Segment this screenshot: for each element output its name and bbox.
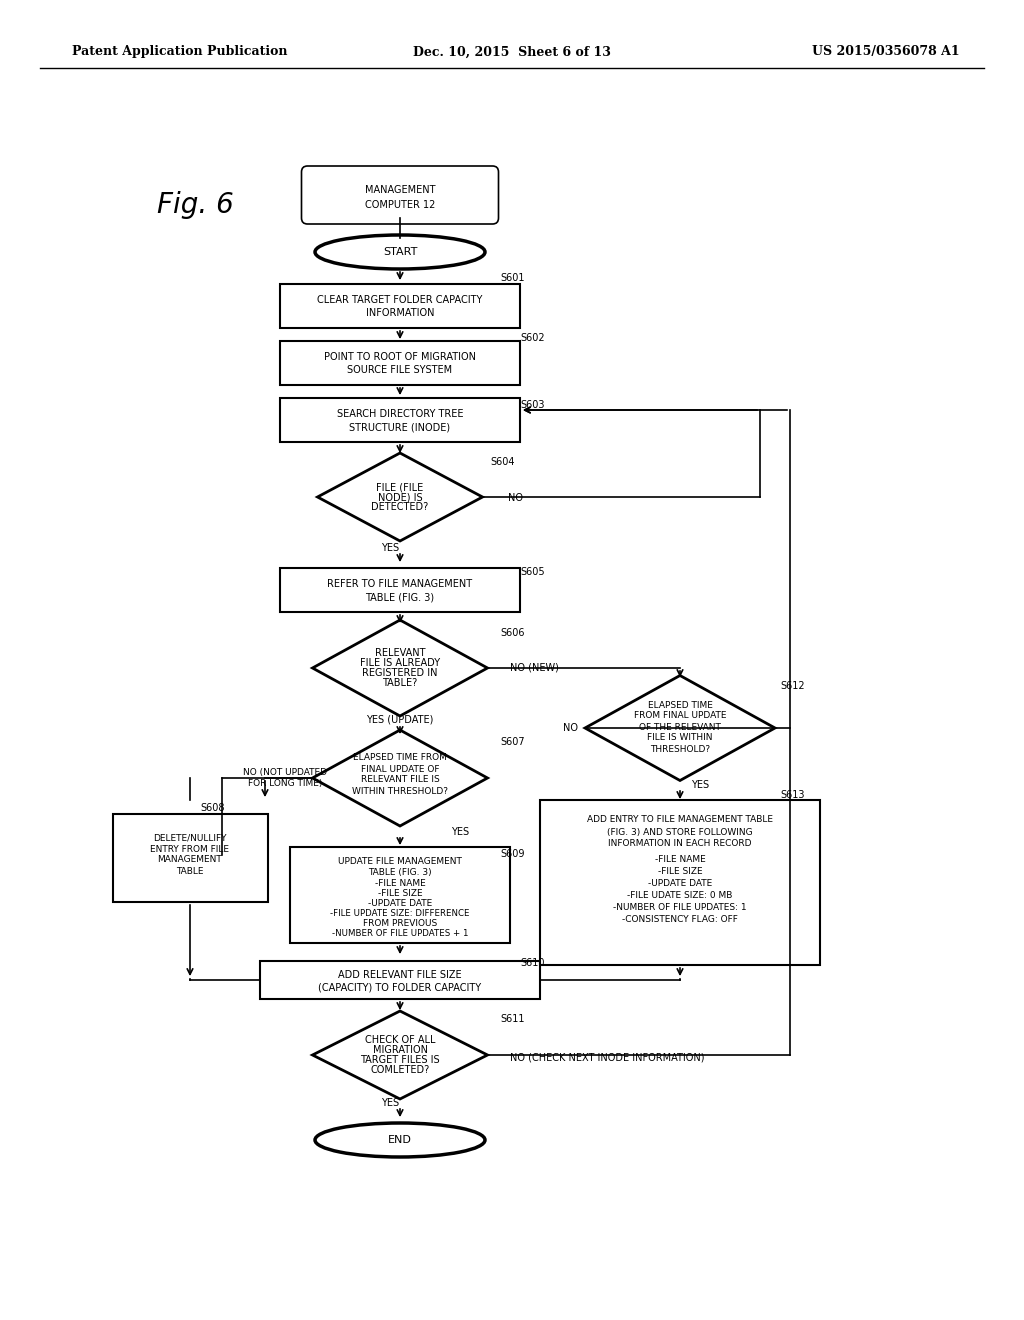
- Text: S608: S608: [200, 803, 224, 813]
- Text: (FIG. 3) AND STORE FOLLOWING: (FIG. 3) AND STORE FOLLOWING: [607, 828, 753, 837]
- FancyBboxPatch shape: [260, 961, 540, 999]
- Text: S613: S613: [780, 789, 805, 800]
- Text: TABLE (FIG. 3): TABLE (FIG. 3): [366, 591, 434, 602]
- Text: WITHIN THRESHOLD?: WITHIN THRESHOLD?: [352, 787, 449, 796]
- FancyBboxPatch shape: [540, 800, 820, 965]
- Text: COMLETED?: COMLETED?: [371, 1065, 430, 1074]
- Text: -FILE NAME: -FILE NAME: [375, 879, 425, 888]
- Text: S602: S602: [520, 333, 545, 343]
- Text: -FILE UDATE SIZE: 0 MB: -FILE UDATE SIZE: 0 MB: [628, 891, 733, 900]
- Text: FILE (FILE: FILE (FILE: [377, 482, 424, 492]
- Text: MIGRATION: MIGRATION: [373, 1045, 427, 1055]
- Text: DELETE/NULLIFY: DELETE/NULLIFY: [154, 833, 226, 842]
- Text: THRESHOLD?: THRESHOLD?: [650, 744, 710, 754]
- Text: -UPDATE DATE: -UPDATE DATE: [368, 899, 432, 908]
- Text: NO: NO: [508, 492, 523, 503]
- Text: POINT TO ROOT OF MIGRATION: POINT TO ROOT OF MIGRATION: [324, 352, 476, 362]
- Text: FINAL UPDATE OF: FINAL UPDATE OF: [360, 764, 439, 774]
- Text: S603: S603: [520, 400, 545, 411]
- Text: TABLE: TABLE: [176, 866, 204, 875]
- Text: S610: S610: [520, 958, 545, 968]
- Text: TARGET FILES IS: TARGET FILES IS: [360, 1055, 440, 1065]
- Text: ELAPSED TIME: ELAPSED TIME: [647, 701, 713, 710]
- Text: YES: YES: [381, 1098, 399, 1107]
- Text: INFORMATION IN EACH RECORD: INFORMATION IN EACH RECORD: [608, 840, 752, 849]
- Text: TABLE?: TABLE?: [382, 678, 418, 688]
- Text: START: START: [383, 247, 417, 257]
- Text: S607: S607: [500, 737, 524, 747]
- Text: MANAGEMENT: MANAGEMENT: [365, 185, 435, 195]
- Text: REGISTERED IN: REGISTERED IN: [362, 668, 437, 678]
- Text: -CONSISTENCY FLAG: OFF: -CONSISTENCY FLAG: OFF: [622, 916, 738, 924]
- Text: S605: S605: [520, 568, 545, 577]
- Text: NODE) IS: NODE) IS: [378, 492, 422, 502]
- Text: SOURCE FILE SYSTEM: SOURCE FILE SYSTEM: [347, 366, 453, 375]
- Text: FROM PREVIOUS: FROM PREVIOUS: [362, 920, 437, 928]
- Text: ENTRY FROM FILE: ENTRY FROM FILE: [151, 845, 229, 854]
- Text: YES: YES: [691, 780, 709, 789]
- FancyBboxPatch shape: [113, 814, 267, 902]
- Text: Fig. 6: Fig. 6: [157, 191, 233, 219]
- Text: FROM FINAL UPDATE: FROM FINAL UPDATE: [634, 711, 726, 721]
- Text: -FILE NAME: -FILE NAME: [654, 855, 706, 865]
- FancyBboxPatch shape: [290, 847, 510, 942]
- Text: FILE IS ALREADY: FILE IS ALREADY: [360, 657, 440, 668]
- Text: CHECK OF ALL: CHECK OF ALL: [365, 1035, 435, 1045]
- Text: RELEVANT: RELEVANT: [375, 648, 425, 657]
- FancyBboxPatch shape: [280, 568, 520, 612]
- Text: ELAPSED TIME FROM: ELAPSED TIME FROM: [353, 754, 446, 763]
- Text: S612: S612: [780, 681, 805, 690]
- FancyBboxPatch shape: [280, 341, 520, 385]
- Text: NO (NEW): NO (NEW): [510, 663, 559, 673]
- Text: MANAGEMENT: MANAGEMENT: [158, 855, 222, 865]
- Text: END: END: [388, 1135, 412, 1144]
- Text: STRUCTURE (INODE): STRUCTURE (INODE): [349, 422, 451, 432]
- Text: US 2015/0356078 A1: US 2015/0356078 A1: [812, 45, 961, 58]
- Text: Patent Application Publication: Patent Application Publication: [72, 45, 288, 58]
- Text: S609: S609: [500, 849, 524, 859]
- Text: -FILE SIZE: -FILE SIZE: [657, 867, 702, 876]
- Text: DETECTED?: DETECTED?: [372, 502, 429, 512]
- Text: SEARCH DIRECTORY TREE: SEARCH DIRECTORY TREE: [337, 409, 463, 418]
- FancyBboxPatch shape: [280, 399, 520, 442]
- Text: NO (CHECK NEXT INODE INFORMATION): NO (CHECK NEXT INODE INFORMATION): [510, 1052, 705, 1063]
- FancyBboxPatch shape: [280, 284, 520, 327]
- Text: -FILE SIZE: -FILE SIZE: [378, 890, 422, 899]
- Text: NO (NOT UPDATED
FOR LONG TIME): NO (NOT UPDATED FOR LONG TIME): [243, 768, 327, 788]
- Text: YES: YES: [451, 828, 469, 837]
- Text: YES (UPDATE): YES (UPDATE): [367, 715, 434, 725]
- Text: S604: S604: [490, 457, 514, 467]
- Text: COMPUTER 12: COMPUTER 12: [365, 201, 435, 210]
- Text: (CAPACITY) TO FOLDER CAPACITY: (CAPACITY) TO FOLDER CAPACITY: [318, 982, 481, 993]
- Text: RELEVANT FILE IS: RELEVANT FILE IS: [360, 776, 439, 784]
- Text: NO: NO: [562, 723, 578, 733]
- Text: INFORMATION: INFORMATION: [366, 308, 434, 318]
- Text: Dec. 10, 2015  Sheet 6 of 13: Dec. 10, 2015 Sheet 6 of 13: [413, 45, 611, 58]
- Text: -NUMBER OF FILE UPDATES + 1: -NUMBER OF FILE UPDATES + 1: [332, 929, 468, 939]
- Text: S601: S601: [500, 273, 524, 282]
- Text: S606: S606: [500, 628, 524, 638]
- Text: REFER TO FILE MANAGEMENT: REFER TO FILE MANAGEMENT: [328, 579, 472, 589]
- Text: -NUMBER OF FILE UPDATES: 1: -NUMBER OF FILE UPDATES: 1: [613, 903, 746, 912]
- Text: TABLE (FIG. 3): TABLE (FIG. 3): [369, 867, 432, 876]
- Text: YES: YES: [381, 543, 399, 553]
- Text: ADD RELEVANT FILE SIZE: ADD RELEVANT FILE SIZE: [338, 970, 462, 979]
- Text: -UPDATE DATE: -UPDATE DATE: [648, 879, 712, 888]
- Text: -FILE UPDATE SIZE: DIFFERENCE: -FILE UPDATE SIZE: DIFFERENCE: [331, 909, 470, 919]
- Text: UPDATE FILE MANAGEMENT: UPDATE FILE MANAGEMENT: [338, 858, 462, 866]
- FancyBboxPatch shape: [301, 166, 499, 224]
- Text: OF THE RELEVANT: OF THE RELEVANT: [639, 722, 721, 731]
- Text: ADD ENTRY TO FILE MANAGEMENT TABLE: ADD ENTRY TO FILE MANAGEMENT TABLE: [587, 816, 773, 825]
- Text: S611: S611: [500, 1014, 524, 1024]
- Text: FILE IS WITHIN: FILE IS WITHIN: [647, 734, 713, 742]
- Text: CLEAR TARGET FOLDER CAPACITY: CLEAR TARGET FOLDER CAPACITY: [317, 294, 482, 305]
